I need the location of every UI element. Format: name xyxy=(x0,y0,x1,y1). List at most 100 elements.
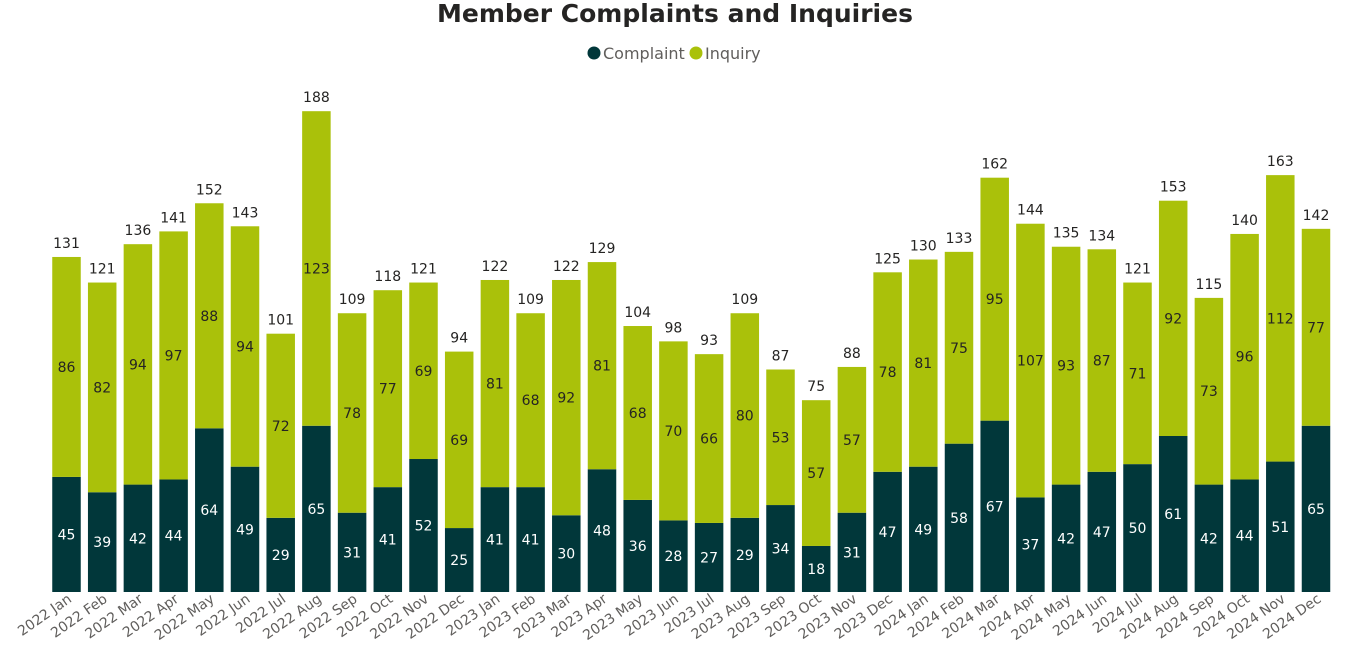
bar-complaint[interactable] xyxy=(837,512,867,592)
bar-inquiry[interactable] xyxy=(623,326,652,500)
data-label-inquiry: 72 xyxy=(272,419,290,435)
bar-complaint[interactable] xyxy=(623,499,652,592)
bar-inquiry[interactable] xyxy=(337,313,367,513)
data-label-inquiry: 78 xyxy=(343,406,361,422)
bar-complaint[interactable] xyxy=(694,522,724,592)
bar-inquiry[interactable] xyxy=(230,226,260,467)
data-label-complaint: 42 xyxy=(1057,531,1075,547)
bar-complaint[interactable] xyxy=(552,515,581,592)
data-label-total: 140 xyxy=(1231,213,1258,229)
bar-complaint[interactable] xyxy=(302,425,331,592)
bar-complaint[interactable] xyxy=(87,492,117,592)
bar-inquiry[interactable] xyxy=(587,262,617,470)
chart-title: Member Complaints and Inquiries xyxy=(437,0,913,28)
bar-complaint[interactable] xyxy=(730,517,760,592)
bar-complaint[interactable] xyxy=(480,487,510,592)
data-label-total: 104 xyxy=(624,305,651,321)
data-label-inquiry: 95 xyxy=(986,292,1004,308)
data-label-complaint: 49 xyxy=(236,522,254,538)
bar-inquiry[interactable] xyxy=(873,272,902,472)
bar-inquiry[interactable] xyxy=(409,282,438,460)
bar-complaint[interactable] xyxy=(1158,435,1188,592)
bar-inquiry[interactable] xyxy=(1301,228,1331,426)
data-label-complaint: 41 xyxy=(379,533,397,549)
bar-inquiry[interactable] xyxy=(195,203,224,429)
bar-complaint[interactable] xyxy=(1123,464,1152,592)
legend-label-complaint: Complaint xyxy=(603,44,685,63)
bar-inquiry[interactable] xyxy=(266,333,295,518)
data-label-total: 109 xyxy=(339,292,366,308)
bar-complaint[interactable] xyxy=(52,476,81,592)
bar-inquiry[interactable] xyxy=(694,354,724,523)
bar-complaint[interactable] xyxy=(1016,497,1045,592)
bar-complaint[interactable] xyxy=(230,466,260,592)
data-labels-group: 45 86 131 39 82 121 42 94 136 44 97 141 64 88 152 49 94 1… xyxy=(53,90,1329,578)
bar-inquiry[interactable] xyxy=(909,259,938,467)
data-label-inquiry: 53 xyxy=(772,430,790,446)
bar-inquiry[interactable] xyxy=(552,279,581,516)
bar-inquiry[interactable] xyxy=(801,400,831,546)
data-label-complaint: 44 xyxy=(165,529,183,545)
bar-complaint[interactable] xyxy=(337,512,367,592)
bar-inquiry[interactable] xyxy=(837,366,867,513)
bar-inquiry[interactable] xyxy=(980,177,1009,421)
bar-inquiry[interactable] xyxy=(52,256,81,477)
bar-complaint[interactable] xyxy=(1051,484,1081,592)
bar-inquiry[interactable] xyxy=(944,251,974,444)
bar-complaint[interactable] xyxy=(1087,471,1117,592)
bar-complaint[interactable] xyxy=(444,528,474,592)
bar-complaint[interactable] xyxy=(587,469,617,592)
bar-inquiry[interactable] xyxy=(766,369,795,506)
bar-inquiry[interactable] xyxy=(302,111,331,426)
data-label-complaint: 67 xyxy=(986,499,1004,515)
bar-complaint[interactable] xyxy=(409,459,438,592)
bar-inquiry[interactable] xyxy=(1051,246,1081,485)
bar-complaint[interactable] xyxy=(1230,479,1259,592)
bar-inquiry[interactable] xyxy=(730,313,760,518)
bar-complaint[interactable] xyxy=(1301,425,1331,592)
bar-inquiry[interactable] xyxy=(1016,223,1045,498)
bar-complaint[interactable] xyxy=(873,471,902,592)
bar-inquiry[interactable] xyxy=(444,351,474,529)
bar-inquiry[interactable] xyxy=(480,279,510,488)
data-label-total: 87 xyxy=(772,348,790,364)
data-label-complaint: 25 xyxy=(450,553,468,569)
data-label-inquiry: 75 xyxy=(950,341,968,357)
bar-complaint[interactable] xyxy=(159,479,188,592)
bar-inquiry[interactable] xyxy=(1266,175,1295,462)
bar-inquiry[interactable] xyxy=(516,313,545,488)
bar-complaint[interactable] xyxy=(516,487,545,592)
legend: Complaint Inquiry xyxy=(587,44,761,63)
bar-complaint[interactable] xyxy=(909,466,938,592)
data-label-inquiry: 94 xyxy=(129,357,147,373)
bar-complaint[interactable] xyxy=(801,545,831,592)
bar-complaint[interactable] xyxy=(195,428,224,592)
data-label-total: 153 xyxy=(1160,180,1187,196)
bar-inquiry[interactable] xyxy=(1158,200,1188,436)
data-label-total: 142 xyxy=(1303,208,1330,224)
bar-complaint[interactable] xyxy=(659,520,688,592)
bar-inquiry[interactable] xyxy=(1230,233,1259,480)
bar-inquiry[interactable] xyxy=(123,244,153,485)
bar-inquiry[interactable] xyxy=(1123,282,1152,465)
bar-complaint[interactable] xyxy=(944,443,974,592)
data-label-total: 121 xyxy=(1124,262,1151,278)
data-label-inquiry: 69 xyxy=(450,433,468,449)
bar-inquiry[interactable] xyxy=(659,341,688,521)
bar-complaint[interactable] xyxy=(373,487,403,592)
bar-inquiry[interactable] xyxy=(373,290,403,488)
bar-complaint[interactable] xyxy=(980,420,1009,592)
bar-complaint[interactable] xyxy=(266,517,295,592)
bar-complaint[interactable] xyxy=(1194,484,1224,592)
bar-inquiry[interactable] xyxy=(87,282,117,493)
data-label-complaint: 58 xyxy=(950,511,968,527)
data-label-inquiry: 81 xyxy=(914,356,932,372)
bar-inquiry[interactable] xyxy=(1087,249,1117,472)
bar-complaint[interactable] xyxy=(1266,461,1295,592)
bar-inquiry[interactable] xyxy=(159,231,188,480)
bar-complaint[interactable] xyxy=(766,505,795,592)
bar-complaint[interactable] xyxy=(123,484,153,592)
bar-inquiry[interactable] xyxy=(1194,297,1224,485)
data-label-complaint: 44 xyxy=(1236,529,1254,545)
